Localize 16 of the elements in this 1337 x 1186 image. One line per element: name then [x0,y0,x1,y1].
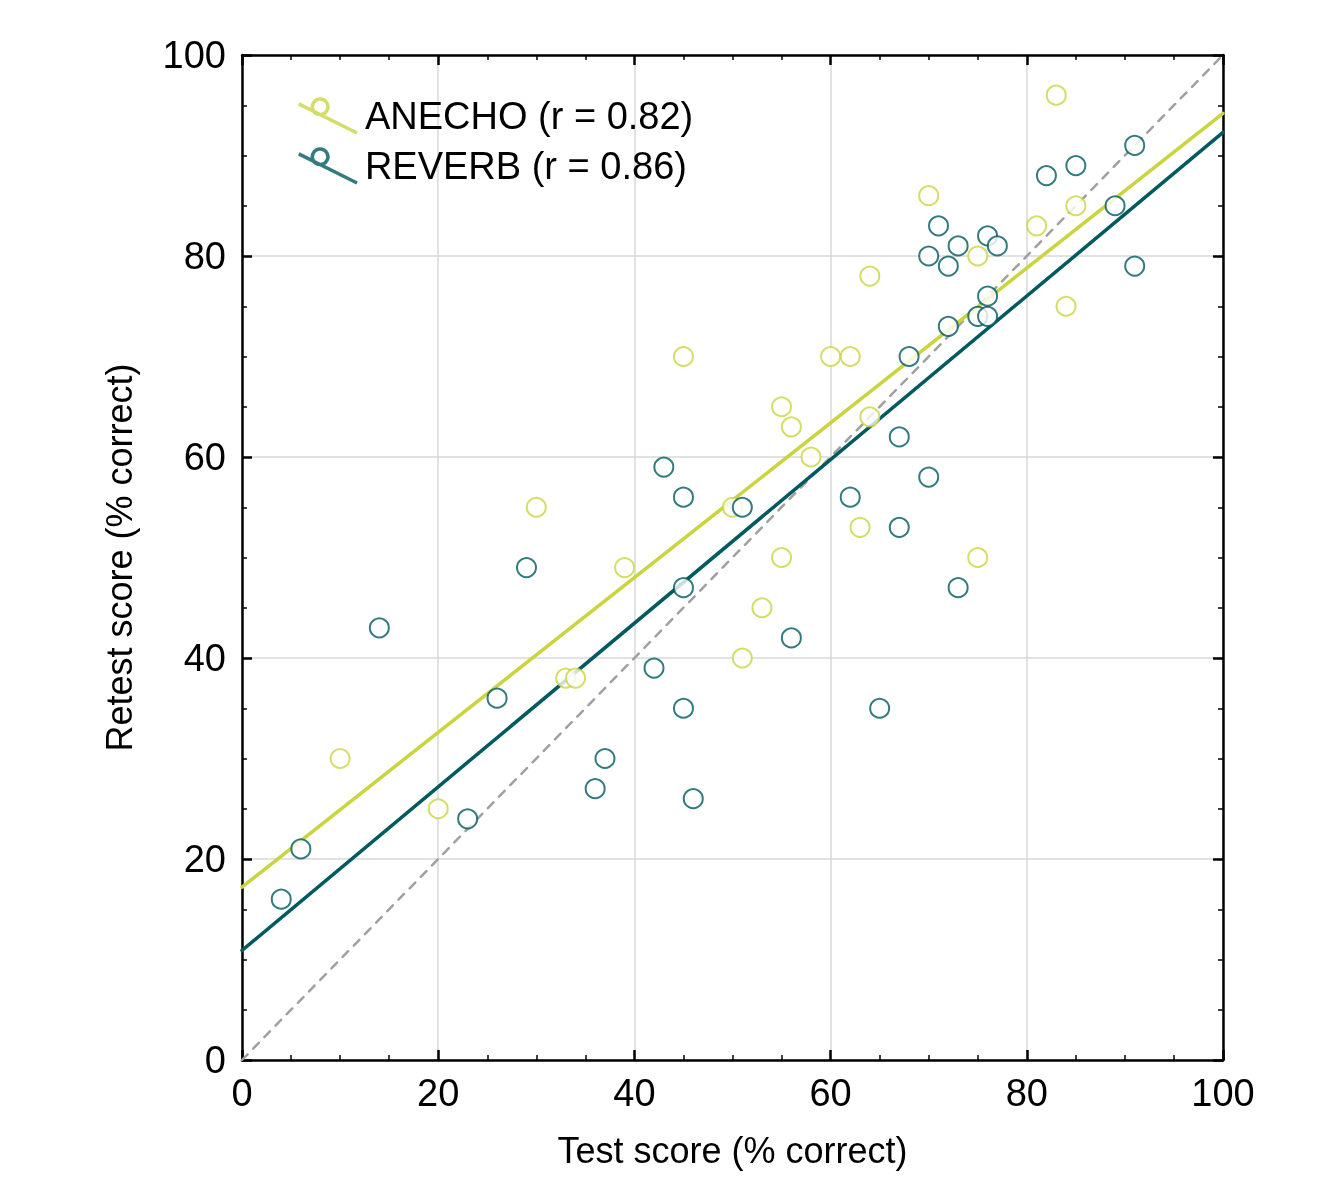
x-tick-label: 60 [809,1072,852,1114]
y-tick-label: 80 [183,235,226,277]
x-tick-label: 0 [231,1072,253,1114]
x-tick-label: 40 [613,1072,656,1114]
x-tick-label: 80 [1005,1072,1048,1114]
y-tick-label: 0 [204,1039,226,1081]
legend-label: REVERB (r = 0.86) [364,145,687,187]
y-tick-label: 60 [183,436,226,478]
x-tick-label: 100 [1191,1072,1255,1114]
y-axis-title: Retest score (% correct) [98,363,140,752]
y-tick-label: 20 [183,838,226,880]
y-tick-label: 40 [183,637,226,679]
x-axis-title: Test score (% correct) [557,1129,908,1171]
x-tick-label: 20 [417,1072,460,1114]
y-tick-label: 100 [162,34,226,76]
legend-label: ANECHO (r = 0.82) [364,95,694,137]
